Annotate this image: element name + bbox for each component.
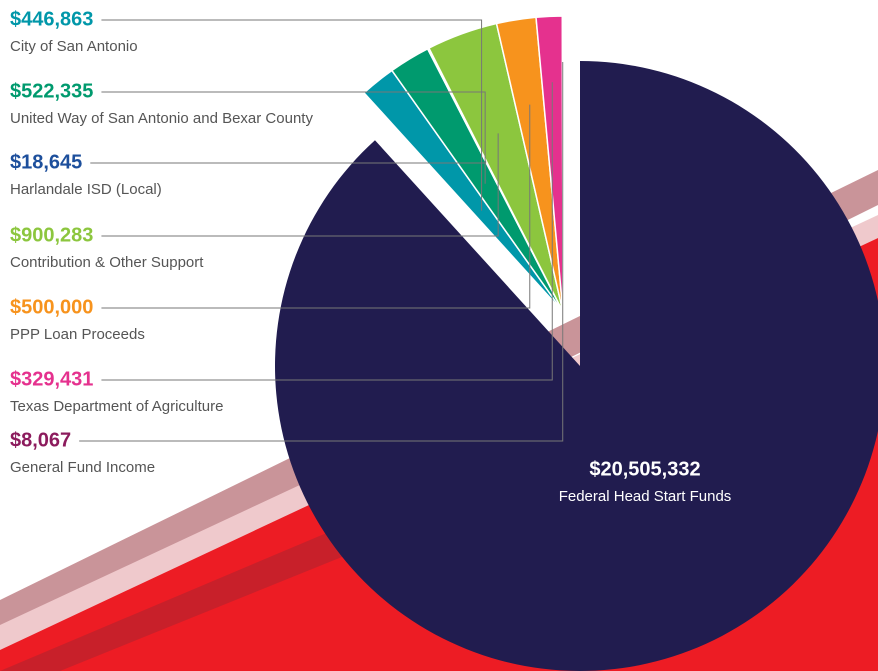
slice-label: Federal Head Start Funds	[559, 488, 732, 505]
category-label: PPP Loan Proceeds	[10, 326, 145, 343]
category-label: Contribution & Other Support	[10, 254, 204, 271]
category-label: Texas Department of Agriculture	[10, 398, 223, 415]
category-label: United Way of San Antonio and Bexar Coun…	[10, 110, 313, 127]
slice-value-label: $20,505,332	[589, 458, 700, 480]
leader-line	[101, 133, 499, 237]
category-label: Harlandale ISD (Local)	[10, 181, 162, 198]
leader-line	[101, 104, 531, 309]
slice	[275, 61, 878, 671]
value-label: $500,000	[10, 296, 93, 318]
value-label: $900,283	[10, 224, 93, 246]
category-label: General Fund Income	[10, 459, 155, 476]
leader-line	[90, 160, 487, 164]
value-label: $8,067	[10, 429, 71, 451]
value-label: $18,645	[10, 151, 82, 173]
leader-line	[101, 91, 486, 184]
value-label: $522,335	[10, 80, 93, 102]
value-label: $446,863	[10, 8, 93, 30]
leader-line	[79, 62, 564, 442]
leader-line	[101, 82, 553, 381]
category-label: City of San Antonio	[10, 38, 138, 55]
leader-line	[101, 19, 483, 211]
labels: $20,505,332 Federal Head Start Funds $446,…	[10, 8, 731, 505]
value-label: $329,431	[10, 368, 93, 390]
